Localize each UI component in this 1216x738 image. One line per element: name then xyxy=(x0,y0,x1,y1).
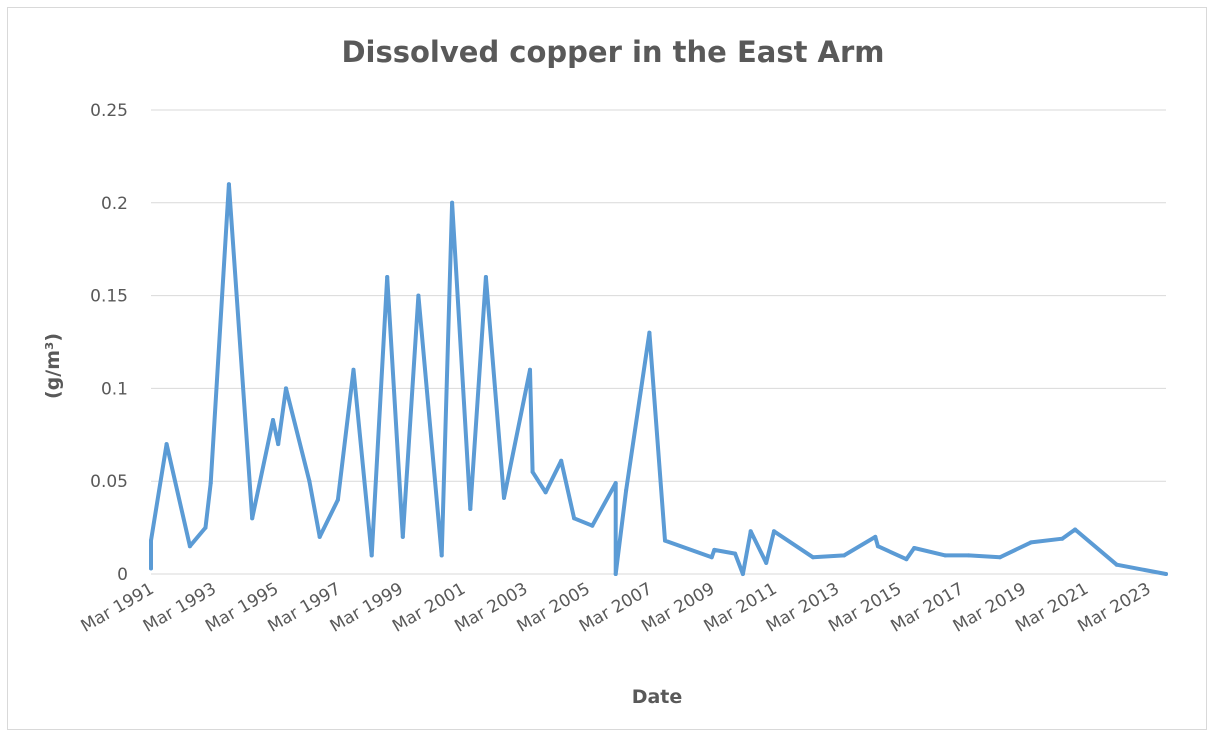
series-points xyxy=(149,182,1168,576)
data-point xyxy=(250,516,255,521)
data-point xyxy=(740,572,745,576)
data-point xyxy=(369,553,374,558)
data-point xyxy=(502,495,506,500)
data-point xyxy=(764,560,769,565)
y-tick-label: 0 xyxy=(117,565,128,585)
data-point xyxy=(709,555,714,560)
data-point xyxy=(208,481,213,486)
line-chart: Dissolved copper in the East Arm 0 0.05 0.… xyxy=(42,35,1168,708)
data-point xyxy=(416,293,421,298)
series-line xyxy=(149,182,1168,576)
data-point xyxy=(543,490,548,495)
data-point xyxy=(613,572,618,576)
chart-area: Dissolved copper in the East Arm 0 0.05 0.… xyxy=(7,7,1207,730)
data-point xyxy=(187,544,192,549)
data-point xyxy=(450,200,455,205)
data-point xyxy=(400,534,405,539)
y-axis-ticks: 0 0.05 0.1 0.15 0.2 0.25 xyxy=(90,101,128,585)
y-tick-label: 0.15 xyxy=(90,287,128,307)
data-point xyxy=(351,367,356,372)
data-point xyxy=(149,566,153,571)
data-point xyxy=(149,538,153,543)
data-point xyxy=(624,488,629,493)
data-point xyxy=(468,507,473,511)
data-point xyxy=(748,529,753,534)
data-point xyxy=(483,275,488,279)
data-point xyxy=(271,418,275,422)
data-point xyxy=(875,544,880,549)
y-tick-label: 0.05 xyxy=(90,472,128,492)
data-point xyxy=(559,458,564,463)
data-point xyxy=(317,534,322,539)
gridlines xyxy=(151,109,1166,575)
chart-title: Dissolved copper in the East Arm xyxy=(341,35,884,69)
data-point xyxy=(530,469,535,474)
data-point xyxy=(439,553,444,558)
data-point xyxy=(1073,527,1078,532)
y-tick-label: 0.2 xyxy=(101,194,128,214)
data-point xyxy=(904,557,909,562)
data-point xyxy=(284,386,288,391)
y-tick-label: 0.1 xyxy=(101,379,128,399)
data-point xyxy=(572,516,577,521)
data-point xyxy=(663,538,667,543)
data-point xyxy=(276,442,281,447)
data-point xyxy=(203,525,208,530)
y-tick-label: 0.25 xyxy=(90,101,128,121)
data-point xyxy=(307,479,312,484)
y-axis-title: (g/m³) xyxy=(42,333,64,399)
data-point xyxy=(811,555,815,560)
data-point xyxy=(335,497,340,502)
x-axis-title: Date xyxy=(632,686,683,708)
data-point xyxy=(1029,540,1033,545)
data-point xyxy=(772,529,776,534)
data-point xyxy=(1164,572,1168,576)
data-point xyxy=(873,534,878,539)
data-point xyxy=(528,367,532,372)
data-point xyxy=(226,182,231,187)
data-point xyxy=(943,553,948,558)
data-point xyxy=(164,442,169,447)
data-point xyxy=(966,553,971,558)
data-point xyxy=(1060,536,1065,541)
data-point xyxy=(647,330,652,335)
data-point xyxy=(733,551,738,556)
data-point xyxy=(912,546,917,550)
data-point xyxy=(613,481,618,486)
data-point xyxy=(385,275,390,279)
data-point xyxy=(842,553,847,558)
data-point xyxy=(1114,562,1119,567)
data-point xyxy=(590,523,595,528)
data-point xyxy=(712,547,717,552)
data-point xyxy=(997,555,1002,560)
